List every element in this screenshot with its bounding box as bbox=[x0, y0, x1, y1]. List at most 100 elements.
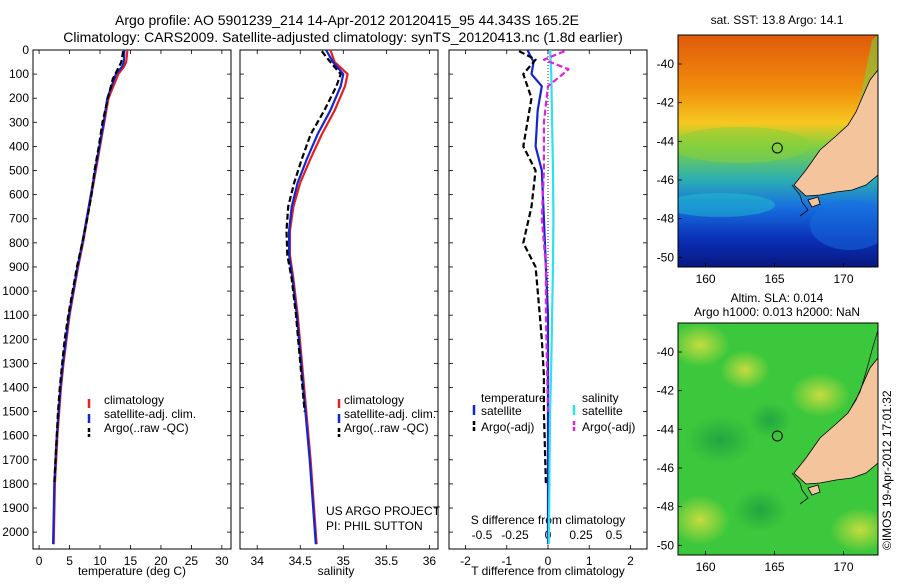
y-tick-label: 300 bbox=[9, 115, 29, 129]
difference-panel: temperature satellite Argo(-adj) salinit… bbox=[448, 49, 648, 578]
sla-map-frame bbox=[677, 322, 879, 556]
salinity-xlabel: salinity bbox=[318, 564, 355, 578]
sst-land-south-island bbox=[793, 69, 878, 197]
s-tick-label: -0.5 bbox=[472, 528, 493, 542]
salinity-panel: climatology satellite-adj. clim. Argo(..… bbox=[239, 49, 441, 578]
map-x-tick-label: 160 bbox=[696, 272, 716, 286]
x-tick-label: 34.5 bbox=[289, 554, 313, 568]
y-tick-label: 1100 bbox=[3, 308, 29, 322]
y-tick-label: 1300 bbox=[2, 356, 29, 370]
sla-high bbox=[790, 373, 850, 417]
y-tick-label: 200 bbox=[9, 91, 29, 105]
map-y-tick-label: -42 bbox=[657, 96, 675, 110]
legend-argo-label: Argo(..raw -QC) bbox=[104, 421, 189, 435]
legend-satellite-label: satellite-adj. clim. bbox=[104, 407, 196, 421]
sla-shelf-contour bbox=[851, 329, 878, 407]
sla-low bbox=[748, 402, 792, 438]
map-y-tick-label: -44 bbox=[657, 134, 675, 148]
series-argo-adj-line bbox=[518, 50, 547, 484]
difference-legend: temperature satellite Argo(-adj) salinit… bbox=[472, 391, 635, 434]
project-annotation: US ARGO PROJECT bbox=[326, 504, 441, 518]
y-tick-label: 800 bbox=[9, 236, 29, 250]
sla-low bbox=[685, 415, 755, 465]
x-tick-label: -1 bbox=[501, 554, 512, 568]
map-x-tick-label: 160 bbox=[696, 560, 716, 574]
map-y-tick-label: -44 bbox=[657, 422, 675, 436]
y-tick-label: 1600 bbox=[2, 429, 29, 443]
t-difference-label: T difference from climatology bbox=[471, 564, 625, 578]
x-tick-label: 5 bbox=[66, 554, 73, 568]
sla-coastline bbox=[791, 472, 809, 505]
legend-salinity-heading: salinity bbox=[582, 391, 619, 405]
salinity-legend: climatology satellite-adj. clim. Argo(..… bbox=[337, 393, 436, 437]
sst-map: sat. SST: 13.8 Argo: 14.1 160 165 170 -40 -4… bbox=[657, 13, 879, 286]
s-tick-label: 0.25 bbox=[569, 528, 593, 542]
x-tick-label: 0 bbox=[36, 554, 43, 568]
sst-argo-marker bbox=[771, 142, 783, 154]
y-tick-label: 400 bbox=[9, 139, 29, 153]
temperature-axes bbox=[32, 49, 232, 550]
sla-high bbox=[678, 495, 730, 545]
y-tick-label: 1200 bbox=[2, 332, 29, 346]
y-tick-label: 1000 bbox=[2, 284, 29, 298]
figure-title-line2: Climatology: CARS2009. Satellite-adjuste… bbox=[63, 29, 623, 45]
x-tick-label: 1 bbox=[586, 554, 593, 568]
series-argo-raw-qc-line bbox=[285, 50, 342, 412]
y-tick-label: 1400 bbox=[2, 380, 29, 394]
x-tick-label: 30 bbox=[215, 554, 229, 568]
series-satellite-adj-clim-line bbox=[52, 49, 126, 545]
x-tick-label: 10 bbox=[93, 554, 107, 568]
sst-coastline bbox=[791, 184, 809, 217]
imos-credit: ©IMOS 19-Apr-2012 17:01:32 bbox=[880, 390, 894, 550]
sla-map: Altim. SLA: 0.014 Argo h1000: 0.013 h200… bbox=[657, 291, 894, 574]
sla-low bbox=[732, 488, 788, 532]
series-satellite-adj-clim-line bbox=[288, 49, 345, 545]
y-tick-label: 100 bbox=[9, 67, 29, 81]
map-x-tick-label: 165 bbox=[765, 272, 785, 286]
figure-title-line1: Argo profile: AO 5901239_214 14-Apr-2012… bbox=[115, 12, 579, 28]
x-tick-label: 20 bbox=[154, 554, 168, 568]
sst-land-stewart-island bbox=[807, 196, 821, 208]
legend-s-argo-label: Argo(-adj) bbox=[582, 420, 635, 434]
x-tick-label: 25 bbox=[185, 554, 199, 568]
series-satellite-line bbox=[547, 49, 555, 545]
s-tick-label: -0.25 bbox=[501, 528, 529, 542]
x-tick-label: 0 bbox=[545, 554, 552, 568]
map-y-tick-label: -46 bbox=[657, 173, 675, 187]
sla-map-title-line2: Argo h1000: 0.013 h2000: NaN bbox=[694, 305, 860, 319]
sla-land-stewart-island bbox=[807, 484, 821, 496]
sla-map-title-line1: Altim. SLA: 0.014 bbox=[731, 291, 824, 305]
sla-high bbox=[830, 508, 878, 552]
pi-annotation: PI: PHIL SUTTON bbox=[326, 519, 423, 533]
s-tick-label: 0.5 bbox=[606, 528, 623, 542]
map-y-tick-label: -46 bbox=[657, 461, 675, 475]
x-tick-label: 35 bbox=[337, 554, 351, 568]
map-y-tick-label: -40 bbox=[657, 345, 675, 359]
legend-climatology-label: climatology bbox=[104, 393, 164, 407]
legend-satellite-label: satellite-adj. clim. bbox=[344, 407, 436, 421]
map-y-tick-label: -42 bbox=[657, 384, 675, 398]
y-tick-label: 0 bbox=[22, 43, 29, 57]
map-x-tick-label: 170 bbox=[834, 272, 854, 286]
sla-high bbox=[720, 350, 770, 390]
y-tick-label: 600 bbox=[9, 188, 29, 202]
y-tick-label: 700 bbox=[9, 212, 29, 226]
map-y-tick-label: -50 bbox=[657, 538, 675, 552]
sst-map-frame bbox=[677, 34, 879, 268]
temperature-xlabel: temperature (deg C) bbox=[78, 564, 186, 578]
x-tick-label: -2 bbox=[460, 554, 471, 568]
sla-land-south-island bbox=[793, 357, 878, 485]
map-x-tick-label: 165 bbox=[765, 560, 785, 574]
legend-climatology-label: climatology bbox=[344, 393, 404, 407]
y-tick-label: 900 bbox=[9, 260, 29, 274]
sla-high bbox=[678, 323, 730, 367]
sst-eddy-east bbox=[810, 200, 878, 250]
x-tick-label: 35.5 bbox=[375, 554, 399, 568]
legend-s-satellite-label: satellite bbox=[582, 404, 623, 418]
series-argo-raw-qc-line bbox=[53, 51, 125, 484]
temperature-panel: climatology satellite-adj. clim. Argo(..… bbox=[2, 43, 232, 578]
legend-argo-label: Argo(..raw -QC) bbox=[344, 421, 429, 435]
legend-t-argo-label: Argo(-adj) bbox=[481, 420, 534, 434]
